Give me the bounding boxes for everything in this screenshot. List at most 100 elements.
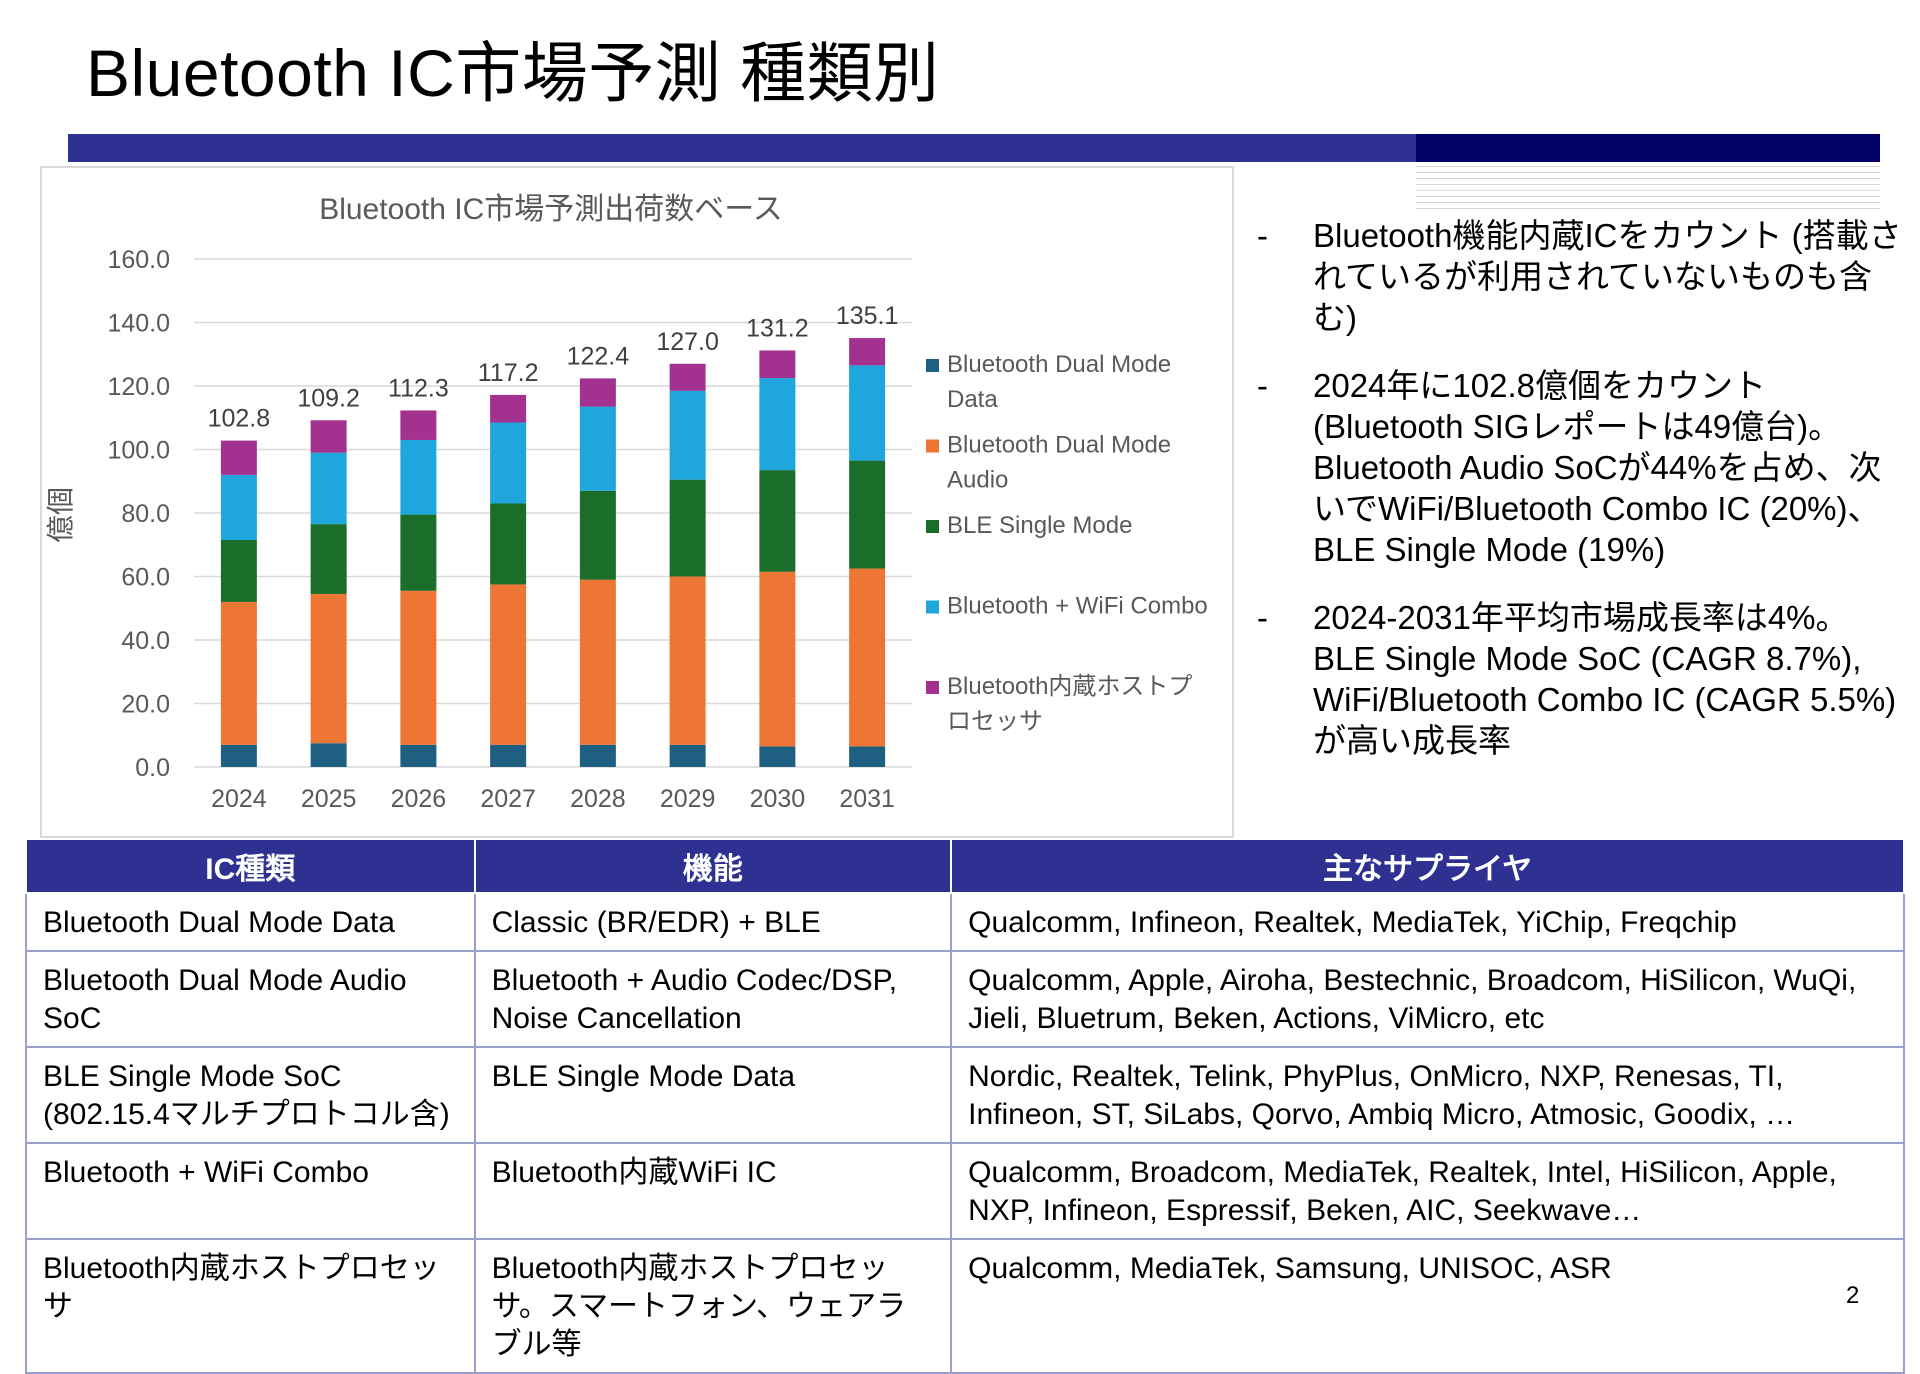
cell-ic-type: Bluetooth Dual Mode Data bbox=[25, 892, 476, 952]
bar-segment bbox=[849, 746, 886, 767]
bar-segment bbox=[310, 420, 347, 453]
bar-segment bbox=[759, 470, 796, 572]
bar-segment bbox=[400, 439, 437, 515]
page-number: 2 bbox=[1846, 1282, 1860, 1309]
bar-segment bbox=[849, 338, 886, 366]
legend-label: BLE Single Mode bbox=[947, 512, 1132, 539]
legend-label: ロセッサ bbox=[947, 708, 1043, 735]
bar-segment bbox=[310, 743, 347, 767]
bar-total-label: 109.2 bbox=[297, 384, 360, 412]
x-tick-label: 2031 bbox=[839, 785, 895, 813]
stacked-bar-chart: Bluetooth IC市場予測出荷数ベース 0.0 20.0 40.0 60.0 80.… bbox=[45, 193, 1208, 813]
cell-suppliers: Qualcomm, Infineon, Realtek, MediaTek, Y… bbox=[950, 892, 1905, 952]
bar-segment bbox=[220, 744, 257, 767]
bar-segment bbox=[490, 744, 527, 767]
y-tick-label: 60.0 bbox=[121, 564, 170, 592]
bar-segment bbox=[759, 746, 796, 767]
bar-segment bbox=[400, 410, 437, 440]
cell-suppliers: Qualcomm, Broadcom, MediaTek, Realtek, I… bbox=[950, 1142, 1905, 1240]
legend-label: Audio bbox=[947, 467, 1008, 494]
legend-label: Bluetooth内蔵ホストプ bbox=[947, 673, 1192, 700]
bar-segment bbox=[400, 744, 437, 767]
y-tick-label: 80.0 bbox=[121, 500, 170, 528]
legend-label: Bluetooth Dual Mode bbox=[947, 351, 1171, 378]
bar-segment bbox=[579, 490, 616, 580]
bar-segment bbox=[310, 524, 347, 594]
cell-suppliers: Qualcomm, MediaTek, Samsung, UNISOC, ASR bbox=[950, 1238, 1905, 1374]
bar-segment bbox=[849, 460, 886, 569]
bullet-text: Bluetooth機能内蔵ICをカウント (搭載されているが利用されていないもの… bbox=[1313, 217, 1902, 336]
bullet-item: - Bluetooth機能内蔵ICをカウント (搭載されているが利用されていない… bbox=[1255, 215, 1905, 338]
bullet-dash: - bbox=[1257, 599, 1268, 636]
chart-title: Bluetooth IC市場予測出荷数ベース bbox=[319, 193, 783, 226]
table-row: Bluetooth Dual Mode Audio SoC Bluetooth … bbox=[25, 950, 1905, 1048]
y-tick-label: 20.0 bbox=[121, 691, 170, 719]
legend-label: Data bbox=[947, 386, 998, 413]
bar-segment bbox=[759, 378, 796, 471]
bar-total-label: 127.0 bbox=[656, 328, 719, 356]
y-tick-label: 100.0 bbox=[107, 437, 170, 465]
bar-segment bbox=[579, 579, 616, 745]
bullet-dash: - bbox=[1257, 367, 1268, 404]
bar-segment bbox=[579, 378, 616, 407]
bar-segment bbox=[400, 514, 437, 591]
bar-segment bbox=[669, 576, 706, 745]
header-hatch-decoration bbox=[1416, 166, 1880, 212]
y-tick-label: 40.0 bbox=[121, 627, 170, 655]
bar-segment bbox=[220, 440, 257, 475]
cell-function: Classic (BR/EDR) + BLE bbox=[473, 892, 953, 952]
x-tick-label: 2028 bbox=[570, 785, 626, 813]
bullet-list: - Bluetooth機能内蔵ICをカウント (搭載されているが利用されていない… bbox=[1255, 215, 1905, 788]
bar-segment bbox=[669, 390, 706, 480]
bar-segment bbox=[669, 744, 706, 767]
bar-segment bbox=[400, 590, 437, 745]
legend-swatch bbox=[926, 520, 939, 533]
bar-segment bbox=[220, 539, 257, 602]
header-suppliers: 主なサプライヤ bbox=[950, 838, 1905, 894]
bar-segment bbox=[490, 584, 527, 745]
ic-types-table: IC種類 機能 主なサプライヤ Bluetooth Dual Mode Data… bbox=[25, 838, 1905, 1374]
cell-function: Bluetooth + Audio Codec/DSP, Noise Cance… bbox=[473, 950, 953, 1048]
legend-label: Bluetooth + WiFi Combo bbox=[947, 593, 1208, 620]
x-tick-label: 2026 bbox=[391, 785, 447, 813]
cell-function: BLE Single Mode Data bbox=[473, 1046, 953, 1144]
cell-ic-type: Bluetooth内蔵ホストプロセッサ bbox=[25, 1238, 476, 1374]
bar-total-label: 117.2 bbox=[478, 359, 539, 387]
bar-segment bbox=[220, 601, 257, 745]
bar-segment bbox=[490, 422, 527, 504]
bar-segment bbox=[759, 571, 796, 747]
chart-panel: Bluetooth IC市場予測出荷数ベース 0.0 20.0 40.0 60.0 80.… bbox=[40, 166, 1234, 838]
legend-swatch bbox=[926, 439, 939, 453]
bar-segment bbox=[579, 406, 616, 491]
x-tick-label: 2024 bbox=[211, 785, 267, 813]
legend-label: Bluetooth Dual Mode bbox=[947, 432, 1171, 459]
bar-total-label: 122.4 bbox=[567, 342, 630, 370]
x-tick-label: 2030 bbox=[750, 785, 806, 813]
bar-total-label: 112.3 bbox=[388, 374, 449, 402]
y-tick-label: 0.0 bbox=[135, 754, 170, 782]
slide-title: Bluetooth IC市場予測 種類別 bbox=[86, 36, 940, 110]
y-tick-label: 140.0 bbox=[107, 310, 170, 338]
bullet-dash: - bbox=[1257, 217, 1268, 254]
bar-segment bbox=[669, 479, 706, 577]
header-ic-type: IC種類 bbox=[25, 838, 476, 894]
table-row: Bluetooth + WiFi Combo Bluetooth内蔵WiFi I… bbox=[25, 1142, 1905, 1240]
x-tick-label: 2027 bbox=[480, 785, 536, 813]
cell-ic-type: BLE Single Mode SoC (802.15.4マルチプロトコル含) bbox=[25, 1046, 476, 1144]
y-tick-label: 120.0 bbox=[107, 373, 170, 401]
bar-segment bbox=[490, 503, 527, 585]
bullet-item: - 2024年に102.8億個をカウント(Bluetooth SIGレポートは4… bbox=[1255, 365, 1905, 570]
cell-function: Bluetooth内蔵ホストプロセッサ。スマートフォン、ウェアラブル等 bbox=[473, 1238, 953, 1374]
bar-segment bbox=[310, 452, 347, 525]
bar-segment bbox=[310, 593, 347, 744]
bar-segment bbox=[849, 568, 886, 747]
bar-total-label: 102.8 bbox=[208, 405, 271, 433]
y-axis-label: 億個 bbox=[45, 487, 76, 543]
legend-swatch bbox=[926, 359, 939, 372]
table-row: Bluetooth Dual Mode Data Classic (BR/EDR… bbox=[25, 892, 1905, 952]
bullet-item: - 2024-2031年平均市場成長率は4%。BLE Single Mode S… bbox=[1255, 597, 1905, 761]
bar-segment bbox=[579, 744, 616, 767]
bullet-text: 2024-2031年平均市場成長率は4%。BLE Single Mode SoC… bbox=[1313, 599, 1897, 759]
table-row: BLE Single Mode SoC (802.15.4マルチプロトコル含) … bbox=[25, 1046, 1905, 1144]
bar-total-label: 135.1 bbox=[836, 302, 899, 330]
